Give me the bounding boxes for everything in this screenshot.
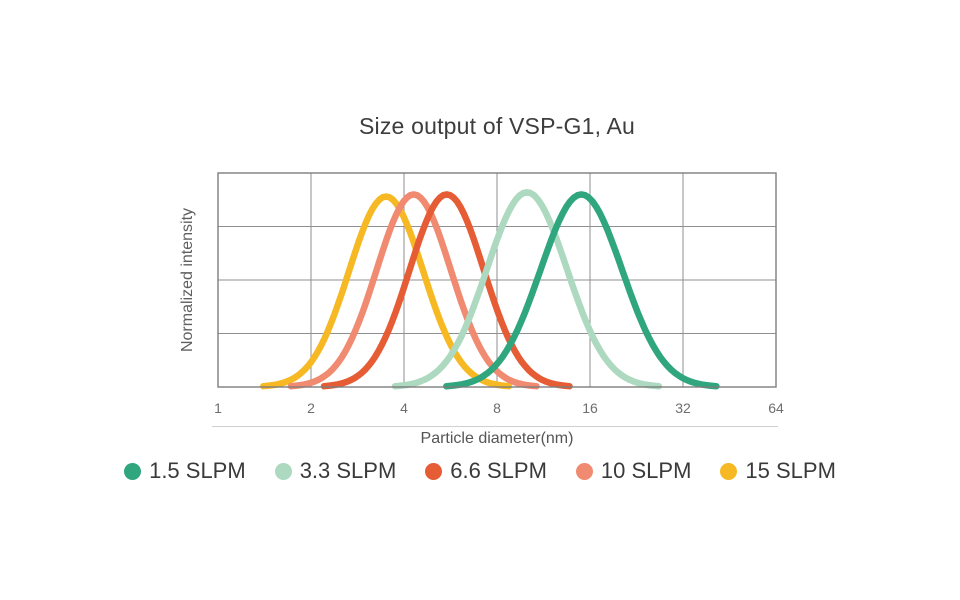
curve-3-3-slpm bbox=[391, 189, 663, 390]
curve-15-slpm bbox=[260, 193, 513, 390]
x-axis-label: Particle diameter(nm) bbox=[420, 430, 574, 447]
legend-label: 3.3 SLPM bbox=[299, 458, 397, 483]
legend-item: 1.5 SLPM bbox=[124, 458, 246, 484]
legend-dot-icon bbox=[720, 462, 738, 480]
chart-legend: 1.5 SLPM 3.3 SLPM 6.6 SLPM 10 SLPM 15 SLPM bbox=[0, 458, 960, 484]
legend-label: 6.6 SLPM bbox=[450, 458, 547, 483]
x-tick-label: 16 bbox=[582, 400, 598, 416]
curve-1-5-slpm bbox=[443, 191, 720, 390]
legend-dot-icon bbox=[274, 462, 292, 480]
legend-dot-icon bbox=[425, 462, 443, 480]
legend-label: 1.5 SLPM bbox=[149, 458, 246, 483]
x-tick-label: 32 bbox=[675, 400, 691, 416]
legend-label: 10 SLPM bbox=[600, 458, 692, 483]
x-axis-underline bbox=[212, 426, 778, 427]
curve-6-6-slpm bbox=[320, 191, 573, 390]
legend-item: 3.3 SLPM bbox=[274, 458, 397, 484]
legend-item: 6.6 SLPM bbox=[425, 458, 547, 484]
chart-title: Size output of VSP-G1, Au bbox=[358, 113, 636, 139]
legend-dot-icon bbox=[124, 462, 142, 480]
legend-dot-icon bbox=[575, 462, 593, 480]
x-tick-label: 1 bbox=[214, 400, 222, 416]
plot-border-rect bbox=[217, 172, 777, 388]
gridlines bbox=[218, 173, 776, 387]
x-tick-label: 2 bbox=[307, 400, 315, 416]
legend-item: 10 SLPM bbox=[575, 458, 692, 484]
x-tick-label: 8 bbox=[493, 400, 501, 416]
series-curves bbox=[260, 189, 720, 390]
x-tick-label: 4 bbox=[400, 400, 408, 416]
x-tick-label: 64 bbox=[768, 400, 784, 416]
legend-item: 15 SLPM bbox=[720, 458, 836, 484]
plot-border bbox=[217, 172, 777, 388]
legend-label: 15 SLPM bbox=[745, 458, 836, 483]
